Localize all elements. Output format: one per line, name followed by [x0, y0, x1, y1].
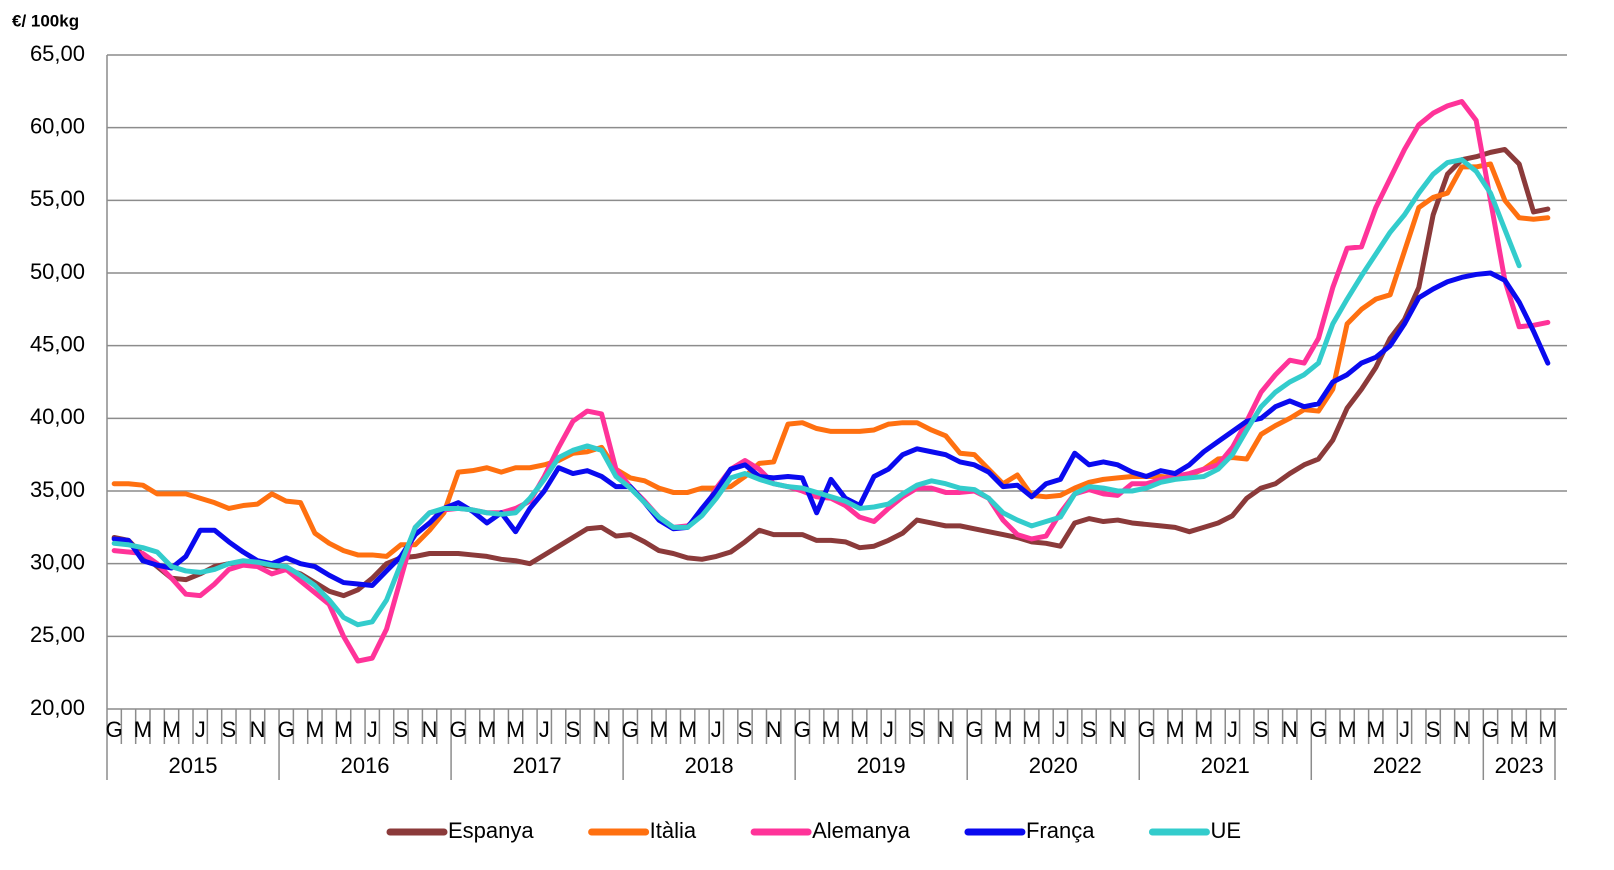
year-label: 2020 [1029, 753, 1078, 778]
x-tick-label: G [278, 717, 295, 742]
x-tick-label: M [1338, 717, 1356, 742]
x-tick-label: N [938, 717, 954, 742]
x-tick-label: G [794, 717, 811, 742]
x-tick-label: M [1166, 717, 1184, 742]
x-tick-label: S [910, 717, 925, 742]
year-label: 2018 [685, 753, 734, 778]
x-tick-label: M [1539, 717, 1557, 742]
year-label: 2015 [169, 753, 218, 778]
series-line [111, 161, 1551, 559]
x-tick-label: M [678, 717, 696, 742]
x-tick-label: J [1399, 717, 1410, 742]
year-label: 2021 [1201, 753, 1250, 778]
x-tick-label: M [994, 717, 1012, 742]
x-tick-label: M [162, 717, 180, 742]
y-tick-label: 45,00 [30, 331, 85, 356]
x-tick-label: S [222, 717, 237, 742]
legend-label: UE [1210, 818, 1241, 843]
year-label: 2019 [857, 753, 906, 778]
x-tick-label: M [134, 717, 152, 742]
x-tick-label: J [1227, 717, 1238, 742]
x-tick-label: S [1426, 717, 1441, 742]
x-tick-label: M [306, 717, 324, 742]
x-tick-label: M [1023, 717, 1041, 742]
x-tick-label: M [1510, 717, 1528, 742]
x-tick-label: G [1482, 717, 1499, 742]
x-tick-label: S [1082, 717, 1097, 742]
x-tick-label: N [766, 717, 782, 742]
x-tick-label: G [1138, 717, 1155, 742]
x-tick-label: M [334, 717, 352, 742]
y-tick-label: 50,00 [30, 259, 85, 284]
x-tick-label: N [1454, 717, 1470, 742]
x-tick-label: S [394, 717, 409, 742]
series-line [111, 146, 1551, 599]
x-tick-label: G [106, 717, 123, 742]
y-tick-label: 55,00 [30, 186, 85, 211]
x-tick-label: G [622, 717, 639, 742]
x-tick-label: J [367, 717, 378, 742]
x-tick-label: M [650, 717, 668, 742]
y-tick-label: 30,00 [30, 549, 85, 574]
x-tick-label: S [1254, 717, 1269, 742]
y-tick-label: 20,00 [30, 695, 85, 720]
x-tick-label: N [594, 717, 610, 742]
x-tick-label: J [1055, 717, 1066, 742]
y-axis-label: €/ 100kg [12, 11, 79, 30]
x-tick-label: N [422, 717, 438, 742]
legend-label: Itàlia [650, 818, 697, 843]
legend-label: Espanya [448, 818, 534, 843]
x-tick-label: J [883, 717, 894, 742]
x-tick-label: M [1367, 717, 1385, 742]
x-tick-label: S [738, 717, 753, 742]
x-tick-label: G [450, 717, 467, 742]
year-label: 2016 [341, 753, 390, 778]
x-tick-label: M [478, 717, 496, 742]
year-label: 2017 [513, 753, 562, 778]
x-tick-label: N [250, 717, 266, 742]
y-tick-label: 35,00 [30, 477, 85, 502]
y-tick-label: 60,00 [30, 113, 85, 138]
x-tick-label: J [539, 717, 550, 742]
x-tick-label: M [506, 717, 524, 742]
y-tick-label: 65,00 [30, 41, 85, 66]
legend-label: França [1026, 818, 1095, 843]
x-tick-label: M [822, 717, 840, 742]
year-label: 2023 [1495, 753, 1544, 778]
x-tick-label: G [1310, 717, 1327, 742]
y-tick-label: 40,00 [30, 404, 85, 429]
x-tick-label: N [1110, 717, 1126, 742]
y-tick-label: 25,00 [30, 622, 85, 647]
legend-label: Alemanya [812, 818, 911, 843]
x-tick-label: M [1195, 717, 1213, 742]
x-tick-label: N [1282, 717, 1298, 742]
year-label: 2022 [1373, 753, 1422, 778]
x-tick-label: M [851, 717, 869, 742]
series-line [111, 157, 1522, 628]
series-line [111, 270, 1551, 588]
x-tick-label: S [566, 717, 581, 742]
x-tick-label: J [195, 717, 206, 742]
x-tick-label: J [711, 717, 722, 742]
x-tick-label: G [966, 717, 983, 742]
